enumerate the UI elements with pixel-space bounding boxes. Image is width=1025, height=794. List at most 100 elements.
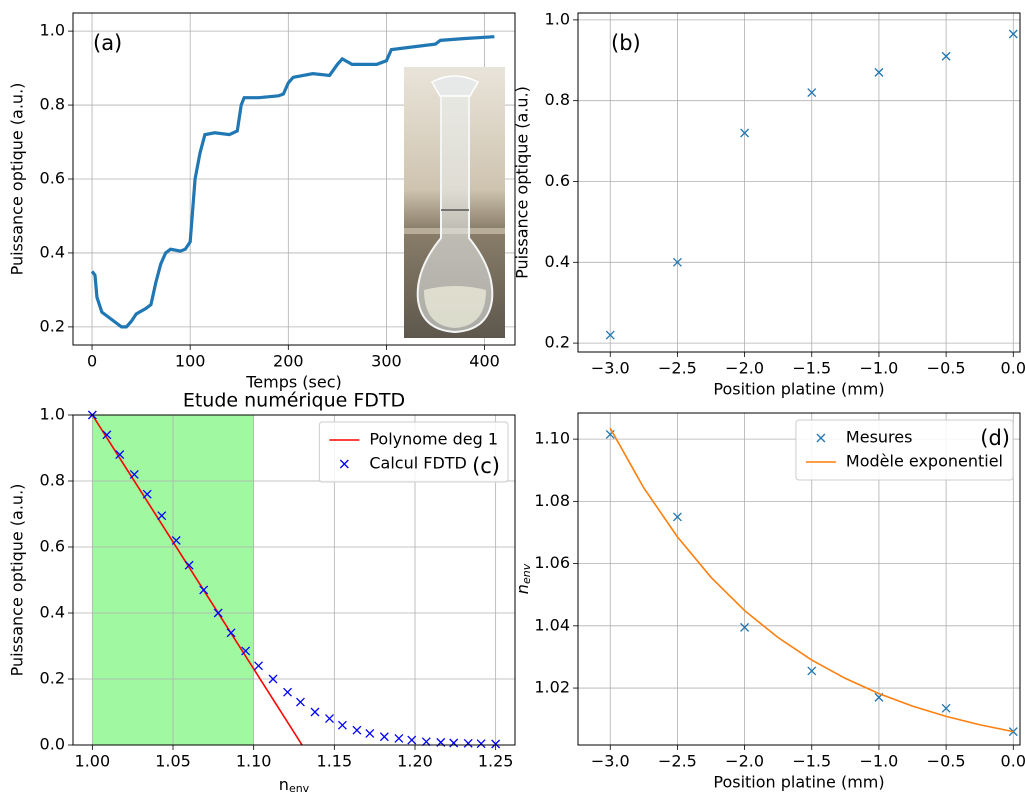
marker (807, 666, 817, 676)
line (90, 35, 495, 329)
marker (184, 560, 194, 570)
y-tick-label: 1.08 (534, 491, 570, 510)
marker (241, 646, 251, 656)
y-tick-label: 1.0 (545, 9, 570, 28)
y-tick-label: 0.2 (40, 316, 65, 335)
marker (379, 732, 389, 742)
marker (365, 728, 375, 738)
marker (449, 738, 459, 748)
y-tick-label: 1.10 (534, 429, 570, 448)
marker (171, 535, 181, 545)
x-tick-label: 0.0 (1001, 752, 1025, 771)
x-tick-label: −0.5 (927, 752, 966, 771)
marker (337, 720, 347, 730)
y-tick-label: 0.4 (40, 242, 65, 261)
y-tick-label: 0.4 (545, 252, 570, 271)
legend-label: Calcul FDTD (369, 454, 467, 473)
x-tick-label: 0.0 (1001, 359, 1025, 378)
marker (941, 703, 951, 713)
y-tick-label: 1.02 (534, 678, 570, 697)
marker (142, 489, 152, 499)
y-tick-label: 0.8 (545, 90, 570, 109)
x-axis-label: Temps (sec) (245, 373, 342, 392)
x-tick-label: −3.0 (591, 359, 630, 378)
x-tick-label: −1.5 (792, 359, 831, 378)
chart-title: Etude numérique FDTD (183, 390, 405, 412)
x-axis-label: Position platine (mm) (713, 773, 884, 792)
y-axis-label: Puissance optique (a.u.) (8, 83, 27, 276)
y-axis-label: Puissance optique (a.u.) (513, 86, 532, 279)
x-tick-label: −2.0 (725, 359, 764, 378)
y-tick-label: 0.2 (545, 333, 570, 352)
marker (129, 469, 139, 479)
legend-label: Modèle exponentiel (846, 452, 1003, 471)
x-tick-label: −2.5 (658, 359, 697, 378)
x-tick-label: 400 (469, 352, 500, 371)
y-tick-label: 1.0 (40, 21, 65, 40)
y-tick-label: 0.6 (40, 169, 65, 188)
flask-liquid (424, 286, 486, 328)
y-tick-label: 0.6 (40, 537, 65, 556)
axes-frame (577, 412, 1021, 746)
axes-frame (577, 12, 1021, 353)
panel-label: (a) (93, 31, 122, 55)
panel-label: (c) (472, 454, 500, 478)
x-tick-label: 1.25 (478, 752, 514, 771)
marker (672, 512, 682, 522)
y-axis-label: Puissance optique (a.u.) (8, 484, 27, 677)
marker (1008, 29, 1018, 39)
y-tick-label: 0.4 (40, 603, 65, 622)
y-tick-label: 0.0 (40, 735, 65, 754)
x-axis-label: nenv (279, 775, 310, 794)
y-tick-label: 1.06 (534, 553, 570, 572)
legend-symbol (339, 459, 349, 469)
legend-box (318, 421, 509, 483)
marker (325, 714, 334, 724)
marker (213, 608, 223, 618)
legend-box (795, 419, 1014, 481)
y-tick-label: 0.8 (40, 95, 65, 114)
marker (672, 257, 682, 267)
y-tick-label: 0.6 (545, 171, 570, 190)
x-tick-label: 1.00 (75, 752, 111, 771)
marker (157, 511, 167, 521)
x-axis-label-sub: env (289, 782, 310, 794)
x-axis-label-main: n (279, 775, 289, 794)
marker (491, 739, 501, 749)
marker (421, 737, 431, 747)
y-axis-label-sub: env (520, 563, 533, 584)
marker (199, 585, 209, 595)
x-tick-label: −1.0 (860, 752, 899, 771)
panel-label: (b) (611, 31, 641, 55)
x-tick-label: 1.10 (236, 752, 272, 771)
marker (941, 51, 951, 61)
x-tick-label: −1.0 (860, 359, 899, 378)
marker (605, 330, 615, 340)
x-tick-label: 1.05 (155, 752, 191, 771)
marker (268, 674, 278, 684)
x-tick-label: 200 (273, 352, 304, 371)
marker (115, 450, 125, 460)
x-tick-label: −1.5 (792, 752, 831, 771)
marker (740, 128, 750, 138)
x-tick-label: −2.5 (658, 752, 697, 771)
marker (283, 687, 293, 697)
y-tick-label: 1.04 (534, 615, 570, 634)
axes-frame (72, 12, 516, 346)
legend-label: Mesures (846, 428, 913, 447)
marker (310, 707, 320, 717)
marker (740, 622, 750, 632)
marker (254, 661, 263, 671)
marker (807, 88, 817, 98)
marker (407, 735, 417, 745)
x-tick-label: 1.15 (317, 752, 353, 771)
legend-label: Polynome deg 1 (369, 430, 498, 449)
axes-frame (72, 414, 516, 746)
x-tick-label: −3.0 (591, 752, 630, 771)
marker (352, 725, 362, 735)
x-tick-label: 1.20 (397, 752, 433, 771)
marker (463, 738, 473, 748)
marker (874, 67, 884, 77)
x-tick-label: 300 (371, 352, 402, 371)
